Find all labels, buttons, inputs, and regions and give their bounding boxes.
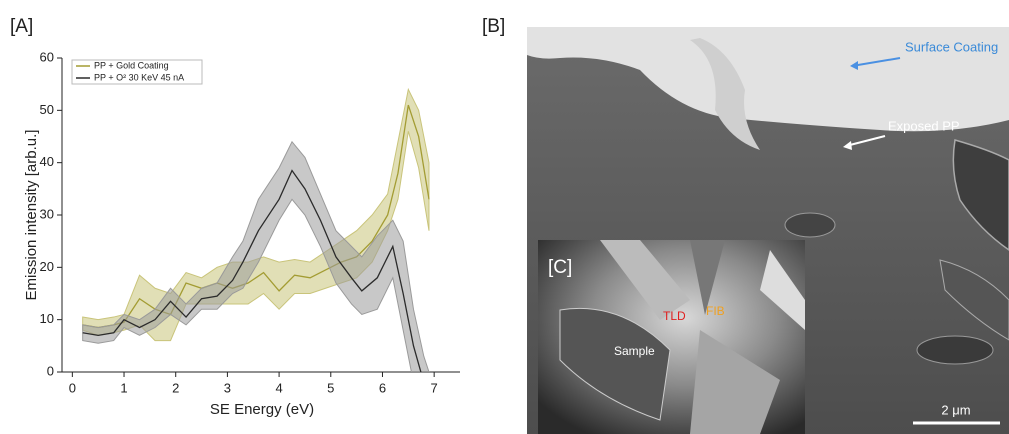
line (82, 104, 430, 329)
x-tick-label: 3 (224, 380, 231, 395)
annotation: Sample (614, 344, 655, 358)
scale-bar-label: 2 μm (941, 402, 970, 417)
y-tick-label: 20 (40, 259, 54, 274)
y-tick-label: 30 (40, 206, 54, 221)
panel-label: [B] (482, 16, 505, 37)
error-band (82, 140, 430, 372)
plot-area (82, 87, 430, 372)
x-tick-label: 6 (379, 380, 386, 395)
line (82, 169, 422, 372)
legend-label: PP + Gold Coating (94, 60, 169, 70)
legend-label: PP + O² 30 KeV 45 nA (94, 72, 184, 82)
y-tick-label: 60 (40, 49, 54, 64)
x-tick-label: 4 (275, 380, 282, 395)
panel-label: [A] (10, 16, 33, 37)
y-tick-label: 50 (40, 102, 54, 117)
x-axis-title: SE Energy (eV) (210, 401, 314, 418)
panel-label: [C] (548, 257, 572, 278)
x-tick-label: 5 (327, 380, 334, 395)
annotation: FIB (706, 304, 725, 318)
annotation: Exposed PP (888, 118, 960, 133)
x-tick-label: 1 (120, 380, 127, 395)
y-tick-label: 10 (40, 311, 54, 326)
x-tick-label: 7 (431, 380, 438, 395)
annotation: Surface Coating (905, 39, 998, 54)
legend (71, 59, 203, 85)
inset-image (538, 240, 805, 434)
x-tick-label: 2 (172, 380, 179, 395)
y-tick-label: 40 (40, 154, 54, 169)
y-tick-label: 0 (47, 363, 54, 378)
annotation: TLD (663, 309, 686, 323)
x-tick-label: 0 (69, 380, 76, 395)
y-axis-title: Emission intensity [arb.u.] (23, 130, 40, 301)
